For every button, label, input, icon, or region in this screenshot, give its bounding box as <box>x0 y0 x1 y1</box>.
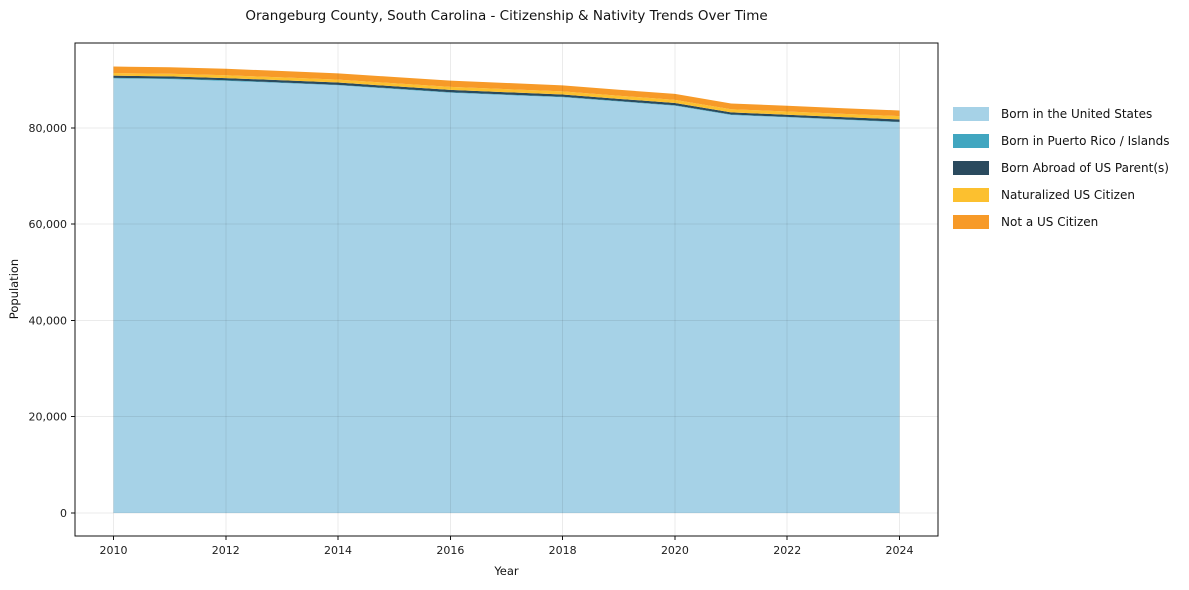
legend-swatch-icon <box>953 107 989 121</box>
legend-swatch-icon <box>953 188 989 202</box>
legend-label: Born in the United States <box>1001 107 1153 121</box>
legend-label: Born Abroad of US Parent(s) <box>1001 161 1169 175</box>
legend-swatch-icon <box>953 215 989 229</box>
x-tick-label: 2020 <box>661 544 689 557</box>
area-born-in-the-united-states <box>113 78 900 514</box>
x-axis-label: Year <box>494 564 519 578</box>
legend-item-born-abroad-of-us-parent-s: Born Abroad of US Parent(s) <box>953 161 1170 175</box>
y-tick-label: 80,000 <box>29 122 68 135</box>
legend-item-not-a-us-citizen: Not a US Citizen <box>953 215 1170 229</box>
x-tick-label: 2010 <box>99 544 127 557</box>
x-tick-label: 2012 <box>212 544 240 557</box>
area-born-abroad-of-us-parent-s <box>113 75 900 122</box>
y-tick-label: 60,000 <box>29 218 68 231</box>
plot-border <box>74 42 939 537</box>
y-tick-label: 20,000 <box>29 411 68 424</box>
y-tick-label: 0 <box>60 507 67 520</box>
y-tick-label: 40,000 <box>29 314 68 327</box>
x-tick-label: 2024 <box>886 544 914 557</box>
x-tick-label: 2014 <box>324 544 352 557</box>
y-axis-label: Population <box>7 258 21 320</box>
x-tick-label: 2016 <box>436 544 464 557</box>
legend-swatch-icon <box>953 134 989 148</box>
legend-label: Naturalized US Citizen <box>1001 188 1135 202</box>
x-tick-label: 2018 <box>549 544 577 557</box>
area-not-a-us-citizen <box>113 66 900 117</box>
legend-item-born-in-puerto-rico-islands: Born in Puerto Rico / Islands <box>953 134 1170 148</box>
legend: Born in the United States Born in Puerto … <box>953 107 1170 229</box>
legend-swatch-icon <box>953 161 989 175</box>
area-naturalized-us-citizen <box>113 73 900 120</box>
legend-item-born-in-the-united-states: Born in the United States <box>953 107 1170 121</box>
x-tick-label: 2022 <box>773 544 801 557</box>
chart-title: Orangeburg County, South Carolina - Citi… <box>245 8 768 24</box>
legend-label: Born in Puerto Rico / Islands <box>1001 134 1170 148</box>
legend-label: Not a US Citizen <box>1001 215 1099 229</box>
legend-item-naturalized-us-citizen: Naturalized US Citizen <box>953 188 1170 202</box>
